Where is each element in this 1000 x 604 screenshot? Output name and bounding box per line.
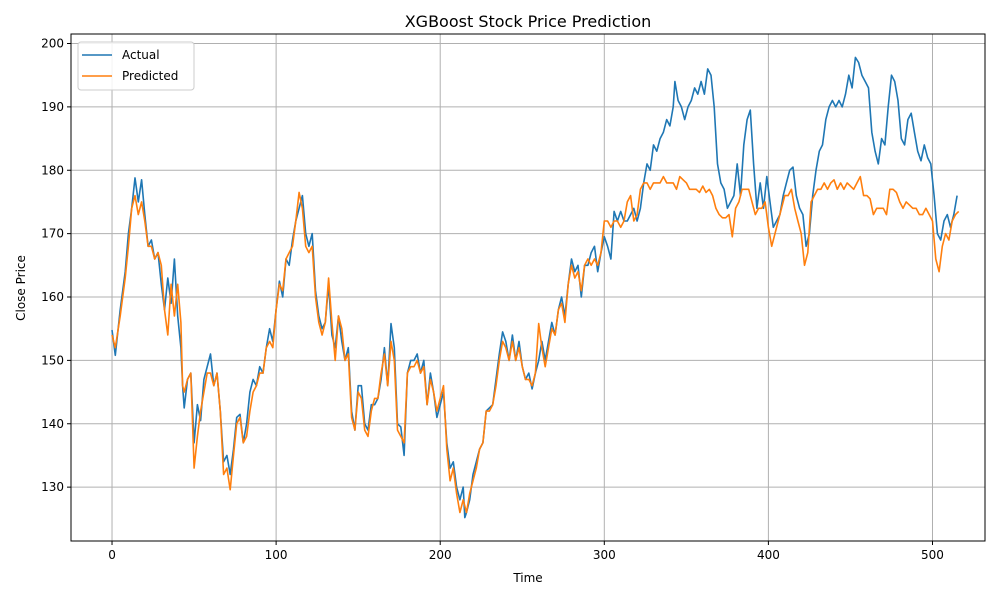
x-tick-label: 200 bbox=[429, 548, 452, 562]
y-tick-label: 170 bbox=[41, 227, 64, 241]
legend-label-predicted: Predicted bbox=[122, 69, 178, 83]
series-line-predicted bbox=[111, 175, 960, 514]
chart-title: XGBoost Stock Price Prediction bbox=[405, 12, 652, 31]
x-tick-label: 500 bbox=[921, 548, 944, 562]
y-tick-label: 130 bbox=[41, 480, 64, 494]
series-lines bbox=[111, 56, 960, 519]
legend-box bbox=[77, 41, 195, 91]
y-tick-label: 160 bbox=[41, 290, 64, 304]
y-tick-label: 180 bbox=[41, 163, 64, 177]
y-tick-label: 200 bbox=[41, 37, 64, 51]
y-axis-label: Close Price bbox=[14, 255, 28, 321]
y-tick-label: 140 bbox=[41, 417, 64, 431]
legend-label-actual: Actual bbox=[122, 48, 160, 62]
grid-lines bbox=[71, 34, 985, 541]
x-tick-label: 100 bbox=[265, 548, 288, 562]
x-axis-label: Time bbox=[512, 571, 542, 585]
plot-area-frame bbox=[70, 33, 986, 542]
y-tick-label: 190 bbox=[41, 100, 64, 114]
x-tick-label: 300 bbox=[593, 548, 616, 562]
y-tick-label: 150 bbox=[41, 353, 64, 367]
axis-ticks: 0 100 200 300 400 500 130 140 150 160 170 180 190 200 bbox=[41, 37, 944, 562]
x-tick-label: 400 bbox=[757, 548, 780, 562]
x-tick-label: 0 bbox=[108, 548, 116, 562]
legend: Actual Predicted bbox=[77, 41, 195, 91]
